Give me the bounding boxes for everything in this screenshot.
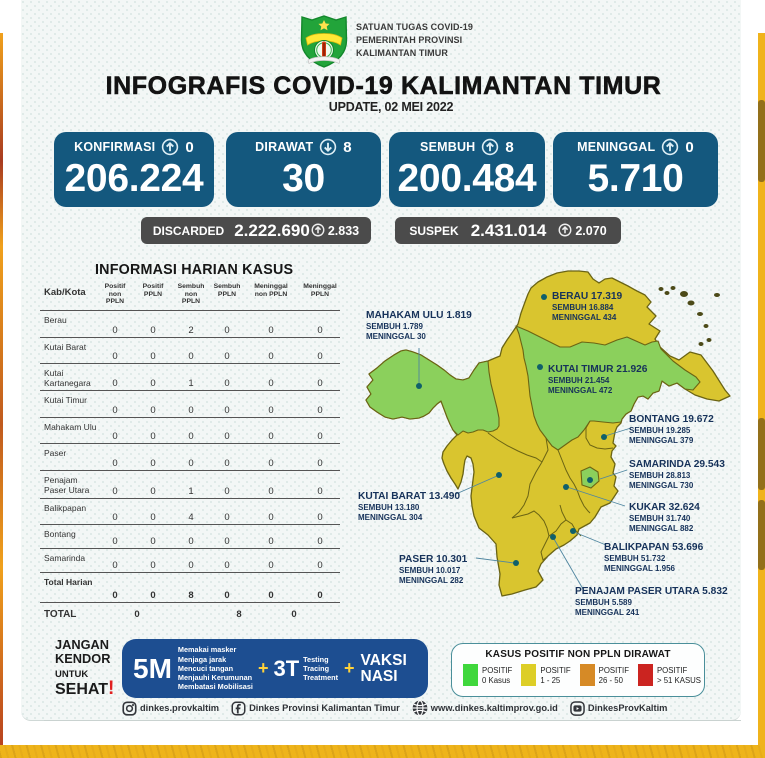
svg-text:SEMBUH 1.789: SEMBUH 1.789 xyxy=(366,322,423,331)
svg-text:MENINGGAL 30: MENINGGAL 30 xyxy=(366,332,426,341)
svg-text:SEMBUH 31.740: SEMBUH 31.740 xyxy=(629,514,691,523)
svg-text:MENINGGAL 282: MENINGGAL 282 xyxy=(399,576,464,585)
svg-text:BALIKPAPAN 53.696: BALIKPAPAN 53.696 xyxy=(604,542,704,553)
svg-text:MENINGGAL 1.956: MENINGGAL 1.956 xyxy=(604,564,676,573)
svg-text:MENINGGAL 472: MENINGGAL 472 xyxy=(548,386,613,395)
svg-text:MENINGGAL 730: MENINGGAL 730 xyxy=(629,481,694,490)
svg-text:PENAJAM PASER UTARA 5.832: PENAJAM PASER UTARA 5.832 xyxy=(575,586,728,597)
svg-text:MAHAKAM ULU 1.819: MAHAKAM ULU 1.819 xyxy=(366,310,472,321)
svg-text:SEMBUH 13.180: SEMBUH 13.180 xyxy=(358,503,420,512)
svg-text:SEMBUH 5.589: SEMBUH 5.589 xyxy=(575,598,632,607)
svg-text:KUTAI TIMUR 21.926: KUTAI TIMUR 21.926 xyxy=(548,364,648,375)
svg-text:SEMBUH 51.732: SEMBUH 51.732 xyxy=(604,554,666,563)
svg-text:SAMARINDA 29.543: SAMARINDA 29.543 xyxy=(629,459,725,470)
svg-text:MENINGGAL 304: MENINGGAL 304 xyxy=(358,513,423,522)
svg-text:BERAU 17.319: BERAU 17.319 xyxy=(552,291,623,302)
svg-text:MENINGGAL 882: MENINGGAL 882 xyxy=(629,524,694,533)
svg-text:MENINGGAL 241: MENINGGAL 241 xyxy=(575,608,640,617)
svg-text:SEMBUH 19.285: SEMBUH 19.285 xyxy=(629,426,691,435)
svg-text:SEMBUH 16.884: SEMBUH 16.884 xyxy=(552,303,614,312)
svg-text:SEMBUH 21.454: SEMBUH 21.454 xyxy=(548,376,610,385)
svg-text:BONTANG 19.672: BONTANG 19.672 xyxy=(629,414,714,425)
svg-text:PASER 10.301: PASER 10.301 xyxy=(399,554,468,565)
svg-text:KUTAI BARAT 13.490: KUTAI BARAT 13.490 xyxy=(358,491,460,502)
svg-text:MENINGGAL 379: MENINGGAL 379 xyxy=(629,436,694,445)
svg-text:MENINGGAL 434: MENINGGAL 434 xyxy=(552,313,617,322)
svg-text:KUKAR 32.624: KUKAR 32.624 xyxy=(629,502,700,513)
svg-text:SEMBUH 10.017: SEMBUH 10.017 xyxy=(399,566,461,575)
svg-text:SEMBUH 28.813: SEMBUH 28.813 xyxy=(629,471,691,480)
